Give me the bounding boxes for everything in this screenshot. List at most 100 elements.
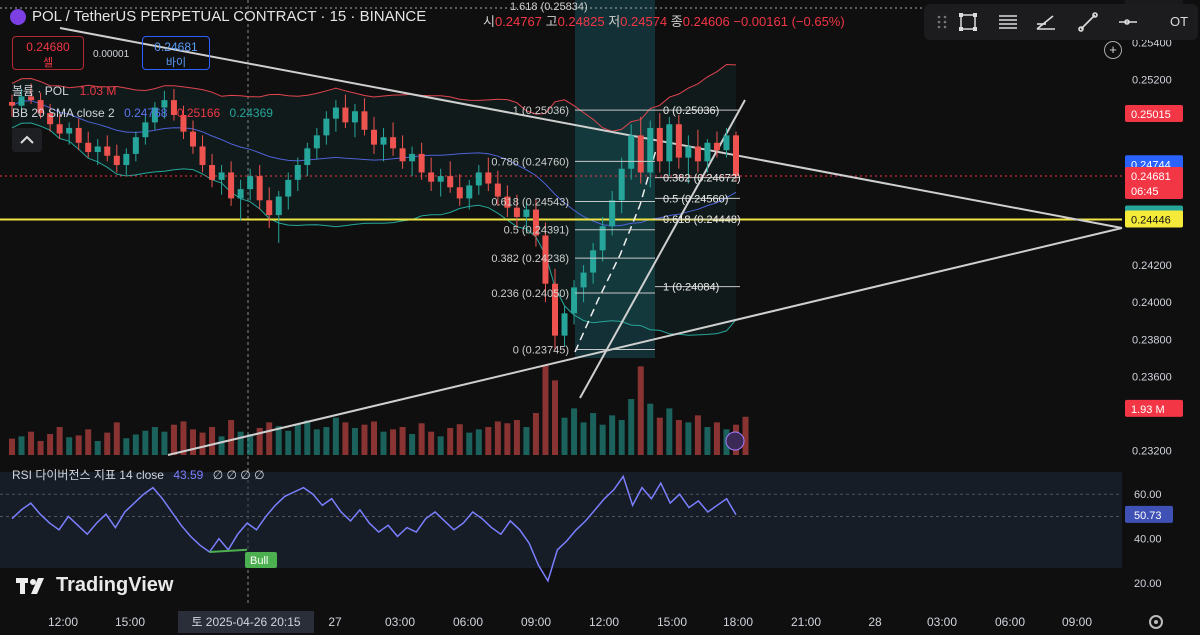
time-tick-label: 09:00 <box>521 615 551 629</box>
volume-bar <box>552 380 558 455</box>
price-tick-label: 0.23600 <box>1132 371 1172 383</box>
volume-bar <box>9 438 15 455</box>
candle-body <box>228 172 235 199</box>
price-label-text: 0.24681 <box>1131 171 1171 183</box>
volume-bar <box>637 366 644 455</box>
settings-gear-icon[interactable] <box>1146 612 1166 632</box>
candle-body <box>380 137 387 145</box>
candle-body <box>56 124 63 134</box>
rsi-legend-extra: ∅ ∅ ∅ ∅ <box>212 468 265 482</box>
time-tick-label: 06:00 <box>995 615 1025 629</box>
price-tick-label: 0.25200 <box>1132 75 1172 87</box>
trend-line-icon[interactable] <box>1076 10 1100 34</box>
symbol-header[interactable]: POL / TetherUS PERPETUAL CONTRACT · 15 ·… <box>10 8 426 25</box>
volume-bar <box>513 420 520 455</box>
fib-label: 1.618 (0.25834) <box>510 1 588 13</box>
volume-bar <box>85 429 92 455</box>
sell-button[interactable]: 0.24680 셀 <box>12 36 84 70</box>
highlight-zone <box>575 0 655 358</box>
price-label-text: 06:45 <box>1131 186 1159 198</box>
candle-body <box>647 127 654 173</box>
tradingview-watermark: TradingView <box>16 574 173 597</box>
volume-bar <box>237 431 244 455</box>
candle-body <box>561 313 568 336</box>
bb-legend-title: BB 20 SMA close 2 <box>12 106 115 120</box>
fib-label: 0.5 (0.24391) <box>504 225 569 237</box>
drag-handle-icon[interactable] <box>930 10 954 34</box>
candle-body <box>132 137 139 154</box>
candle-body <box>504 196 511 208</box>
add-alert-button[interactable]: + <box>1104 41 1122 59</box>
rsi-tick-label: 20.00 <box>1134 578 1162 590</box>
time-tick-label: 03:00 <box>385 615 415 629</box>
candle-body <box>285 179 292 197</box>
volume-bar <box>304 420 311 455</box>
volume-bar <box>580 422 587 455</box>
price-tick-label: 0.23800 <box>1132 334 1172 346</box>
rsi-legend[interactable]: RSI 다이버전스 지표 14 close 43.59 ∅ ∅ ∅ ∅ <box>12 466 265 483</box>
collapse-legend-button[interactable] <box>12 128 42 152</box>
bb-lower-value: 0.24369 <box>229 106 273 120</box>
volume-bar <box>351 427 358 455</box>
candle-body <box>475 172 482 186</box>
volume-bar <box>418 423 425 455</box>
candle-body <box>523 209 530 217</box>
candle-body <box>113 155 120 166</box>
candle-body <box>85 142 92 153</box>
bb-legend[interactable]: BB 20 SMA close 2 0.24768 0.25166 0.2436… <box>12 106 273 120</box>
rectangle-tool-icon[interactable] <box>956 10 980 34</box>
trend-angle-icon[interactable] <box>1034 10 1058 34</box>
volume-bar <box>256 427 263 455</box>
volume-bar <box>28 431 35 455</box>
price-label-badge <box>1125 166 1183 184</box>
candle-body <box>485 172 492 184</box>
volume-bar <box>285 430 292 455</box>
bull-label-text: Bull <box>250 555 268 567</box>
volume-bar <box>485 427 492 455</box>
candle-body <box>447 176 454 188</box>
volume-bar <box>361 424 368 455</box>
volume-bar <box>180 421 187 455</box>
drawing-toolbar: OT <box>924 4 1198 40</box>
volume-bar <box>142 430 149 455</box>
volume-bar <box>628 399 635 455</box>
triangle-upper-line <box>59 27 1123 229</box>
volume-bar <box>390 429 397 455</box>
volume-bar <box>647 403 654 455</box>
volume-bar <box>132 434 139 455</box>
volume-legend[interactable]: 볼륨 · POL 1.03 M <box>12 82 116 99</box>
buy-button[interactable]: 0.24681 바이 <box>142 36 210 70</box>
volume-bar <box>209 427 216 455</box>
volume-bar <box>466 432 473 455</box>
candle-body <box>542 235 549 284</box>
price-tick-label: 0.24000 <box>1132 297 1172 309</box>
candle-body <box>66 127 73 134</box>
candle-body <box>437 176 444 182</box>
crosshair-date-badge: 토 2025-04-26 20:15 <box>178 611 314 633</box>
candle-body <box>247 176 254 190</box>
text-align-icon[interactable] <box>996 10 1020 34</box>
volume-bar <box>742 416 749 455</box>
candle-body <box>332 107 339 119</box>
volume-bar <box>332 417 339 455</box>
volume-bar <box>228 420 235 455</box>
buy-price: 0.24681 <box>154 40 198 54</box>
bull-label-badge <box>245 552 277 568</box>
volume-bar <box>399 427 406 455</box>
candle-body <box>294 165 301 180</box>
candle-body <box>428 172 435 182</box>
horizontal-ray-icon[interactable] <box>1116 10 1140 34</box>
volume-bar <box>161 431 168 455</box>
time-tick-label: 27 <box>328 615 342 629</box>
fib2-label: 1 (0.24084) <box>663 282 719 294</box>
volume-legend-title: 볼륨 · POL <box>12 84 69 98</box>
rsi-line <box>11 474 737 583</box>
time-tick-label: 15:00 <box>115 615 145 629</box>
time-tick-label: 03:00 <box>927 615 957 629</box>
rsi-band <box>0 472 1122 568</box>
candle-body <box>104 146 111 156</box>
fib2-label: 0.382 (0.24672) <box>663 173 741 185</box>
candle-body <box>323 118 330 136</box>
candle-body <box>713 142 720 151</box>
